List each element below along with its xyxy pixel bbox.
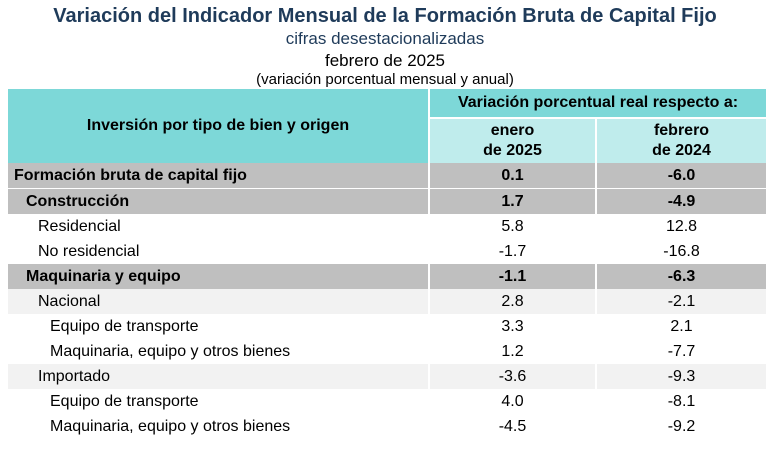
column-header-category: Inversión por tipo de bien y origen (8, 89, 430, 163)
row-value-febrero: 12.8 (594, 214, 767, 239)
row-label: Maquinaria y equipo (8, 264, 429, 289)
table-row: Maquinaria, equipo y otros bienes 1.2 -7… (8, 339, 767, 364)
report-header: Variación del Indicador Mensual de la Fo… (0, 0, 770, 89)
row-label: Importado (8, 364, 429, 389)
row-value-enero: 4.0 (428, 389, 596, 414)
row-value-febrero: -7.7 (594, 339, 767, 364)
report-note: (variación porcentual mensual y anual) (256, 71, 514, 88)
row-label: Nacional (8, 289, 429, 314)
row-value-enero: 5.8 (428, 214, 596, 239)
report-date: febrero de 2025 (324, 51, 446, 70)
row-value-enero: 0.1 (428, 163, 596, 189)
report-subtitle: cifras desestacionalizadas (285, 29, 485, 48)
row-label: Equipo de transporte (8, 314, 429, 339)
row-value-enero: 3.3 (428, 314, 596, 339)
row-label: Residencial (8, 214, 429, 239)
row-value-enero: 1.7 (428, 188, 596, 214)
table-row: Residencial 5.8 12.8 (8, 214, 767, 239)
column-header-febrero-line1: febrero (653, 122, 710, 139)
table-row: Maquinaria y equipo -1.1 -6.3 (8, 264, 767, 289)
row-value-enero: -1.7 (428, 239, 596, 264)
column-header-enero-line1: enero (490, 122, 535, 139)
row-label: Equipo de transporte (8, 389, 429, 414)
column-header-febrero-line2: de 2024 (652, 142, 711, 159)
row-value-febrero: -16.8 (594, 239, 767, 264)
table-row: Nacional 2.8 -2.1 (8, 289, 767, 314)
investment-table: Inversión por tipo de bien y origen Vari… (8, 89, 767, 439)
table-row: Equipo de transporte 4.0 -8.1 (8, 389, 767, 414)
table-row: Importado -3.6 -9.3 (8, 364, 767, 389)
column-header-enero-line2: de 2025 (483, 142, 542, 159)
column-header-enero: enero de 2025 (429, 118, 597, 163)
table-header-row-2: enero de 2025 febrero de 2024 (8, 118, 767, 163)
row-value-febrero: -9.2 (594, 414, 767, 439)
report-title: Variación del Indicador Mensual de la Fo… (53, 5, 717, 27)
row-label: Maquinaria, equipo y otros bienes (8, 414, 429, 439)
table-row: Maquinaria, equipo y otros bienes -4.5 -… (8, 414, 767, 439)
row-label: Maquinaria, equipo y otros bienes (8, 339, 429, 364)
table-header-row-1: Inversión por tipo de bien y origen Vari… (8, 89, 767, 163)
row-value-febrero: -6.0 (594, 163, 767, 189)
row-label: Construcción (8, 188, 429, 214)
row-value-febrero: -8.1 (594, 389, 767, 414)
row-value-enero: -4.5 (428, 414, 596, 439)
row-value-febrero: -6.3 (594, 264, 767, 289)
column-header-febrero: febrero de 2024 (596, 118, 767, 163)
row-value-enero: 2.8 (428, 289, 596, 314)
table-row: Equipo de transporte 3.3 2.1 (8, 314, 767, 339)
row-value-febrero: -2.1 (594, 289, 767, 314)
column-group-header: Variación porcentual real respecto a: (429, 89, 767, 119)
row-value-enero: -1.1 (428, 264, 596, 289)
table-row: Formación bruta de capital fijo 0.1 -6.0 (8, 163, 767, 189)
row-value-enero: 1.2 (428, 339, 596, 364)
row-value-febrero: -4.9 (594, 188, 767, 214)
table-row: Construcción 1.7 -4.9 (8, 188, 767, 214)
row-label: Formación bruta de capital fijo (8, 163, 429, 189)
row-value-febrero: 2.1 (594, 314, 767, 339)
row-value-enero: -3.6 (428, 364, 596, 389)
row-label: No residencial (8, 239, 429, 264)
table-row: No residencial -1.7 -16.8 (8, 239, 767, 264)
row-value-febrero: -9.3 (594, 364, 767, 389)
